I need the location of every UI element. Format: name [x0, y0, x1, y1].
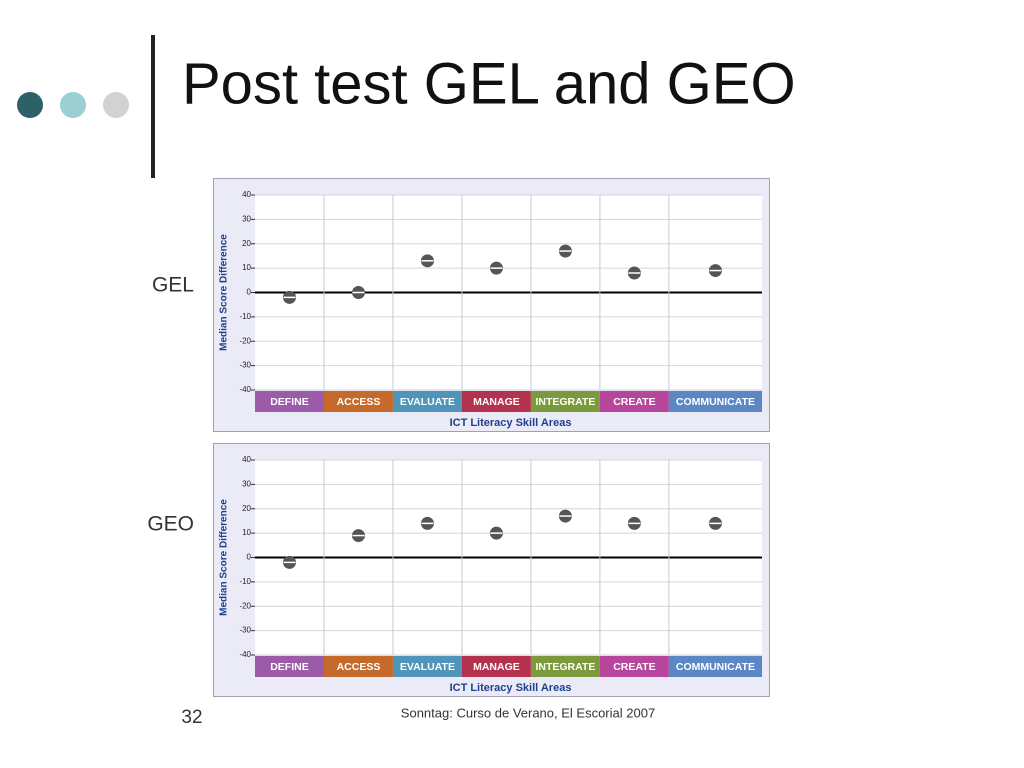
category-band [323, 391, 393, 412]
decor-dot [103, 92, 129, 118]
y-tick-label: -10 [239, 312, 251, 321]
x-axis-label: ICT Literacy Skill Areas [450, 682, 572, 694]
slide-title: Post test GEL and GEO [182, 51, 796, 116]
category-band [323, 656, 393, 677]
y-tick-label: 0 [247, 288, 252, 297]
x-tick-label: CREATE [613, 661, 655, 673]
y-axis-label: Median Score Difference [219, 234, 230, 351]
decor-dot [60, 92, 86, 118]
y-tick-label: 10 [242, 263, 251, 272]
y-tick-label: 30 [242, 479, 251, 488]
y-tick-label: 20 [242, 239, 251, 248]
x-tick-label: INTEGRATE [535, 396, 595, 408]
x-tick-label: MANAGE [473, 396, 520, 408]
x-tick-label: COMMUNICATE [676, 661, 755, 673]
x-tick-label: ACCESS [337, 396, 381, 408]
category-band [392, 656, 462, 677]
y-tick-label: 40 [242, 190, 251, 199]
y-tick-label: -30 [239, 626, 251, 635]
x-tick-label: EVALUATE [400, 396, 455, 408]
y-axis-label: Median Score Difference [219, 499, 230, 616]
x-tick-label: INTEGRATE [535, 661, 595, 673]
category-band [668, 656, 762, 677]
category-band [530, 656, 600, 677]
category-band [599, 656, 669, 677]
x-tick-label: EVALUATE [400, 661, 455, 673]
category-band [530, 391, 600, 412]
chart-label: GEL [152, 274, 194, 297]
y-tick-label: -20 [239, 336, 251, 345]
y-tick-label: -10 [239, 577, 251, 586]
category-band [668, 391, 762, 412]
slide-number: 32 [181, 707, 202, 728]
y-tick-label: 30 [242, 214, 251, 223]
y-tick-label: 20 [242, 504, 251, 513]
x-tick-label: DEFINE [270, 396, 309, 408]
y-tick-label: 40 [242, 455, 251, 464]
category-band [255, 656, 324, 677]
y-tick-label: 0 [247, 553, 252, 562]
y-tick-label: -40 [239, 650, 251, 659]
x-tick-label: COMMUNICATE [676, 396, 755, 408]
x-axis-label: ICT Literacy Skill Areas [450, 417, 572, 429]
x-tick-label: CREATE [613, 396, 655, 408]
x-tick-label: DEFINE [270, 661, 309, 673]
y-tick-label: -40 [239, 385, 251, 394]
x-tick-label: ACCESS [337, 661, 381, 673]
category-band [255, 391, 324, 412]
y-tick-label: -30 [239, 361, 251, 370]
chart-label: GEO [147, 513, 194, 536]
category-band [461, 391, 531, 412]
footer: Sonntag: Curso de Verano, El Escorial 20… [401, 705, 655, 720]
y-tick-label: 10 [242, 528, 251, 537]
category-band [461, 656, 531, 677]
y-tick-label: -20 [239, 601, 251, 610]
category-band [392, 391, 462, 412]
category-band [599, 391, 669, 412]
x-tick-label: MANAGE [473, 661, 520, 673]
decor-dot [17, 92, 43, 118]
